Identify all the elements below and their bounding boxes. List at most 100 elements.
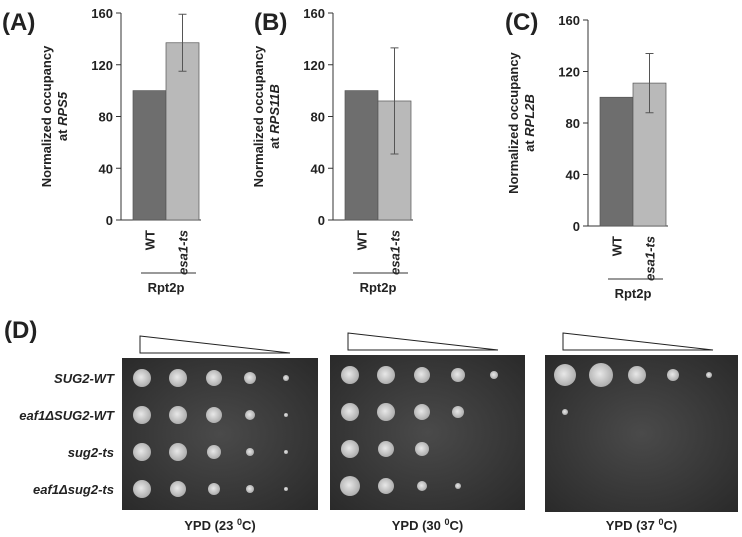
y-axis-label-gene: RPL2B (522, 94, 537, 137)
strain-label: sug2-ts (68, 445, 114, 460)
y-tick-label: 80 (311, 110, 325, 125)
y-tick-label: 80 (99, 110, 113, 125)
x-tick-label: esa1-ts (643, 236, 658, 281)
colony (133, 480, 151, 498)
condition-suffix: C) (242, 518, 256, 533)
panel-label: (A) (2, 9, 35, 36)
colony (169, 406, 187, 424)
colony (133, 443, 151, 461)
colony (208, 483, 220, 495)
condition-sup: 0 (445, 517, 450, 527)
colony (206, 407, 222, 423)
x-tick-label: WT (355, 230, 370, 250)
y-axis-label: Normalized occupancy (506, 51, 521, 193)
colony (246, 448, 254, 456)
y-tick-label: 160 (558, 13, 580, 28)
error-bar (390, 47, 399, 155)
bar (599, 96, 634, 227)
colony (244, 372, 256, 384)
y-tick-label: 0 (106, 213, 113, 228)
y-axis-label: at RPL2B (522, 94, 537, 152)
colony (414, 367, 430, 383)
y-tick-label: 0 (573, 219, 580, 234)
y-tick-label: 160 (303, 6, 325, 21)
colony (170, 481, 186, 497)
colony (452, 406, 464, 418)
y-tick-label: 160 (91, 6, 113, 21)
colony (415, 442, 429, 456)
colony (206, 370, 222, 386)
strain-label: eaf1ΔSUG2-WT (19, 408, 115, 423)
condition-sup: 0 (659, 517, 664, 527)
y-tick-label: 120 (558, 65, 580, 80)
group-label: Rpt2p (148, 280, 185, 295)
condition-label: YPD (37 0C) (606, 517, 677, 533)
colony (378, 441, 394, 457)
y-axis-label-at: at (522, 140, 537, 152)
strain-label: eaf1Δsug2-ts (33, 482, 114, 497)
y-tick-label: 120 (91, 58, 113, 73)
colony (341, 366, 359, 384)
y-tick-label: 120 (303, 58, 325, 73)
colony (554, 364, 576, 386)
y-axis-label: at RPS11B (267, 84, 282, 149)
x-tick-label: esa1-ts (388, 230, 403, 275)
colony (451, 368, 465, 382)
bar (165, 42, 200, 221)
x-tick-label: WT (610, 236, 625, 256)
dilution-triangle (347, 332, 499, 351)
colony (133, 406, 151, 424)
colony (284, 413, 288, 417)
colony (246, 485, 254, 493)
colony (378, 478, 394, 494)
y-tick-label: 40 (311, 161, 325, 176)
condition-label: YPD (23 0C) (184, 517, 255, 533)
condition-label: YPD (30 0C) (392, 517, 463, 533)
y-tick-label: 0 (318, 213, 325, 228)
dilution-triangle (562, 332, 714, 351)
group-label: Rpt2p (360, 280, 397, 295)
y-tick-label: 40 (566, 168, 580, 183)
colony (207, 445, 221, 459)
strain-label: SUG2-WT (54, 371, 115, 386)
colony (377, 366, 395, 384)
y-axis-label-gene: RPS5 (55, 91, 70, 126)
colony (284, 487, 288, 491)
condition-prefix: YPD (23 (184, 518, 237, 533)
colony (490, 371, 498, 379)
condition-suffix: C) (664, 518, 678, 533)
panel-label: (B) (254, 9, 287, 36)
colony (169, 369, 187, 387)
panel-label: (C) (505, 9, 538, 36)
colony (589, 363, 613, 387)
error-bar (645, 52, 654, 114)
colony (377, 403, 395, 421)
colony (628, 366, 646, 384)
colony (562, 409, 568, 415)
condition-suffix: C) (450, 518, 464, 533)
y-tick-label: 80 (566, 116, 580, 131)
y-tick-label: 40 (99, 161, 113, 176)
y-axis-label: Normalized occupancy (39, 45, 54, 187)
plate-image (122, 358, 318, 510)
colony (667, 369, 679, 381)
x-tick-label: WT (143, 230, 158, 250)
condition-prefix: YPD (37 (606, 518, 659, 533)
colony (341, 403, 359, 421)
error-bar (178, 13, 187, 72)
bar (344, 90, 379, 221)
y-axis-label-at: at (55, 129, 70, 141)
group-label: Rpt2p (615, 286, 652, 301)
y-axis-label-at: at (267, 137, 282, 149)
y-axis-label: at RPS5 (55, 91, 70, 141)
colony (706, 372, 712, 378)
condition-sup: 0 (237, 517, 242, 527)
dilution-triangle (139, 335, 291, 354)
colony (133, 369, 151, 387)
colony (341, 440, 359, 458)
colony (169, 443, 187, 461)
plate-image (330, 355, 525, 510)
colony (455, 483, 461, 489)
y-axis-label-gene: RPS11B (267, 84, 282, 134)
